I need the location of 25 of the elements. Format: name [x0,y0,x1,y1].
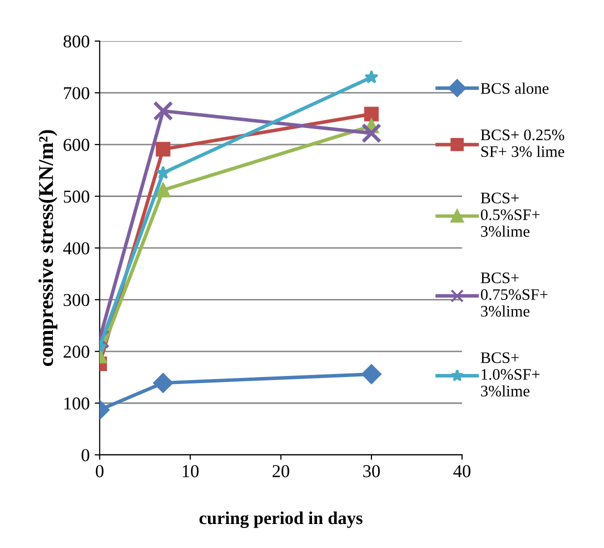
legend-label: BCS+ 0.25% SF+ 3% lime [480,130,564,158]
y-tick-label: 700 [64,87,90,100]
point [364,70,378,84]
x-axis-title: curing period in days [199,511,362,528]
y-tick-label: 800 [64,35,90,48]
y-axis-title: compressive stress(KN/m²) [38,130,58,366]
x-tick-label: 30 [363,465,380,478]
legend-label: BCS+ 0.5%SF+ 3%lime [480,192,540,237]
y-tick-label: 100 [64,397,90,410]
point [364,106,379,122]
legend-label: BCS+ 1.0%SF+ 3%lime [480,352,540,397]
y-tick-label: 500 [64,190,90,203]
y-tick-label: 300 [64,294,90,306]
legend-label: BCS alone [480,82,549,94]
x-tick-label: 0 [96,465,104,478]
legend-label: BCS+ 0.75%SF+ 3%lime [480,272,548,317]
point [362,364,382,384]
y-tick-label: 600 [64,138,90,151]
point [361,123,382,144]
y-tick-label: 400 [63,242,90,254]
y-tick-label: 200 [64,346,90,358]
x-tick-label: 10 [182,465,199,478]
x-tick-label: 40 [453,465,470,478]
x-tick-label: 20 [272,465,290,478]
y-tick-label: 0 [82,449,90,462]
